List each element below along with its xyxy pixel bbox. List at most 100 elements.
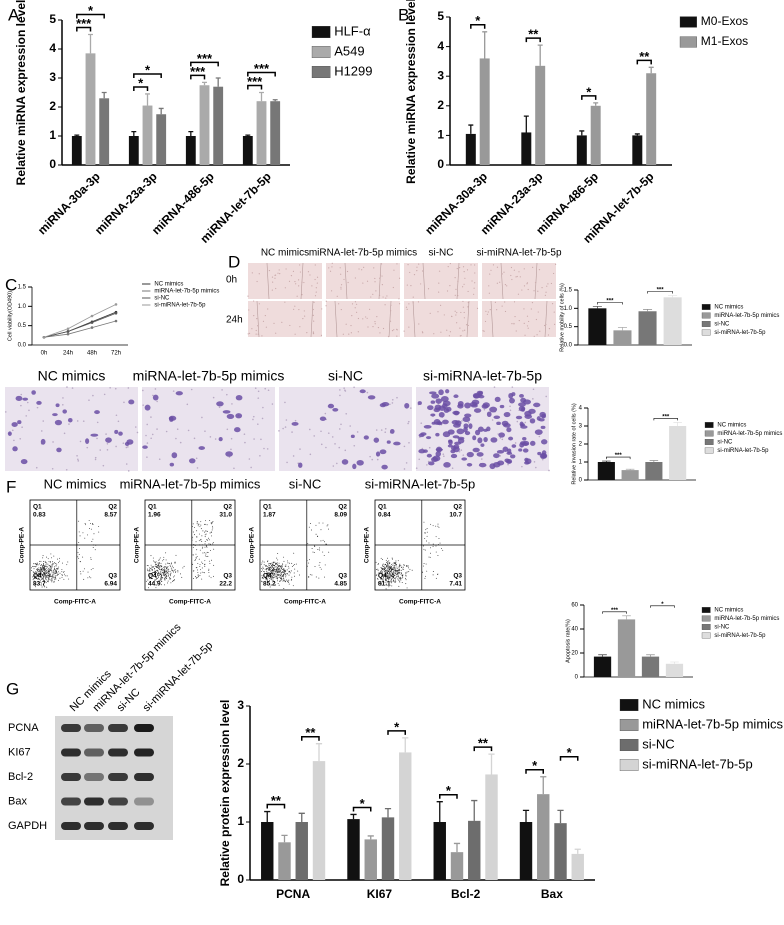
event [265, 576, 267, 577]
pore [26, 401, 29, 404]
event [195, 576, 196, 578]
event [211, 529, 213, 531]
bar [278, 842, 291, 880]
pore [106, 442, 109, 445]
event [164, 584, 165, 586]
cell [350, 324, 352, 327]
pore [344, 390, 347, 392]
event [208, 543, 210, 545]
band [134, 724, 154, 732]
event [261, 562, 263, 564]
pore [521, 465, 523, 468]
band [108, 797, 128, 806]
event [54, 575, 56, 577]
event [384, 575, 385, 577]
event [439, 542, 441, 544]
event [35, 571, 37, 573]
cell [463, 271, 465, 273]
event [423, 545, 424, 547]
event [265, 565, 267, 567]
cell [537, 290, 539, 292]
event [288, 570, 290, 572]
event [291, 566, 293, 567]
event [195, 553, 197, 555]
marker [114, 319, 118, 323]
event [279, 580, 281, 582]
event [47, 558, 49, 560]
event [273, 568, 274, 570]
cell [463, 311, 465, 314]
significance-bracket [650, 605, 675, 608]
y-tick-label: 0 [579, 478, 583, 484]
event [426, 570, 428, 572]
legend-label: si-miRNA-let-7b-5p [714, 633, 766, 639]
event [292, 585, 294, 587]
cell [313, 301, 315, 303]
significance-label: *** [247, 74, 263, 89]
event [91, 541, 93, 542]
pore [338, 446, 341, 449]
event [57, 568, 59, 570]
event [435, 551, 437, 553]
event [263, 561, 265, 563]
event [264, 571, 266, 573]
event [285, 566, 287, 567]
event [156, 581, 158, 582]
event [148, 569, 150, 571]
event [50, 570, 51, 572]
cell [354, 307, 356, 309]
event [146, 568, 148, 570]
cell [511, 444, 517, 448]
event [384, 566, 386, 568]
event [85, 524, 87, 526]
y-tick-label: 4 [437, 39, 444, 53]
column-title: miRNA-let-7b-5p mimics [120, 476, 261, 491]
column-title: si-NC [429, 248, 454, 259]
cell [467, 324, 469, 327]
event [158, 565, 160, 567]
event [165, 552, 167, 554]
cell [548, 328, 551, 330]
cell [496, 266, 499, 268]
y-tick-label: 0 [237, 872, 244, 886]
event [44, 565, 46, 567]
event [208, 569, 210, 571]
event [42, 555, 44, 557]
event [279, 565, 281, 567]
event [43, 567, 45, 568]
pore [294, 419, 297, 422]
cell [526, 315, 529, 317]
pore [514, 442, 517, 444]
cell [319, 416, 327, 421]
event [428, 542, 430, 544]
event [380, 578, 382, 580]
event [288, 579, 290, 581]
error-bar [350, 813, 357, 820]
pore [278, 430, 280, 432]
cell [533, 290, 535, 292]
pore [146, 423, 149, 426]
event [53, 569, 55, 571]
cell [420, 283, 422, 285]
event [312, 551, 314, 553]
pore [375, 429, 378, 431]
cell [412, 302, 414, 304]
pore [338, 428, 341, 430]
cell [389, 320, 392, 322]
event [87, 577, 89, 579]
y-tick-label: 1 [437, 128, 444, 142]
error-bar [402, 737, 409, 753]
cell [439, 304, 442, 306]
cell [373, 267, 375, 269]
event [44, 575, 46, 577]
cell [513, 301, 516, 303]
event [275, 570, 277, 571]
cell [392, 286, 394, 289]
event [211, 559, 213, 561]
event [273, 568, 275, 570]
cell [452, 410, 460, 415]
event [399, 572, 401, 574]
quadrant-name: Q1 [33, 504, 42, 511]
event [52, 563, 54, 565]
event [38, 572, 39, 574]
